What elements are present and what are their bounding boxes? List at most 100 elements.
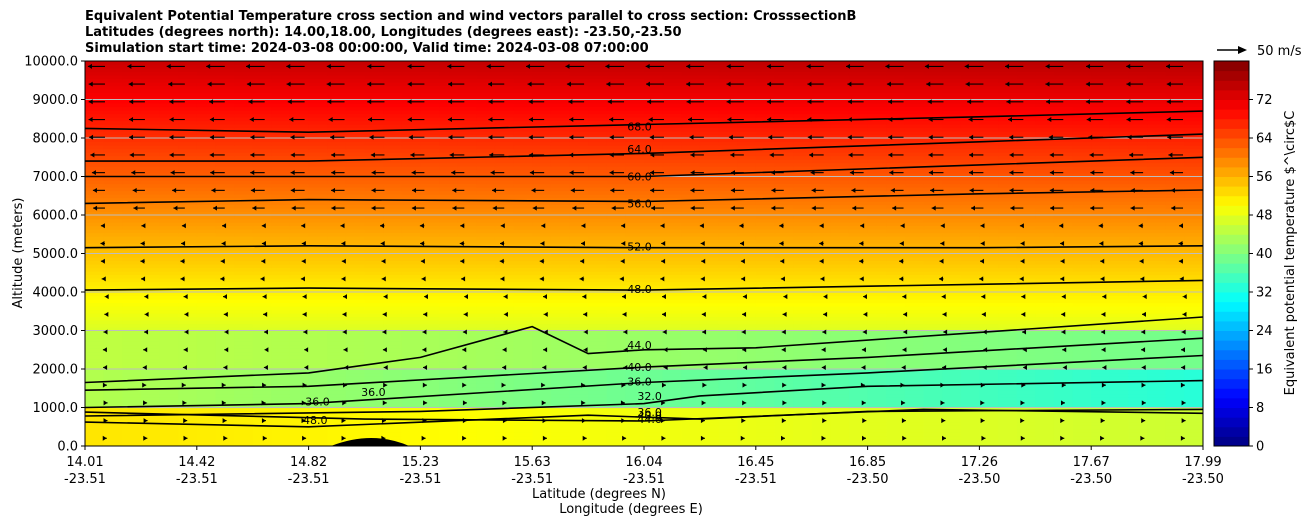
contour-cell xyxy=(215,180,235,185)
contour-cell xyxy=(960,274,980,279)
contour-cell xyxy=(1165,190,1185,195)
contour-cell xyxy=(532,190,552,195)
contour-cell xyxy=(1128,155,1148,160)
contour-cell xyxy=(457,225,477,230)
contour-cell xyxy=(848,372,869,377)
contour-cell xyxy=(289,320,310,325)
contour-cell xyxy=(122,173,142,178)
contour-cell xyxy=(271,243,291,248)
contour-cell xyxy=(979,271,999,276)
contour-cell xyxy=(1053,253,1074,258)
contour-cell xyxy=(904,386,925,391)
contour-cell xyxy=(401,439,421,444)
contour-cell xyxy=(1072,341,1092,346)
contour-cell xyxy=(234,281,254,286)
contour-cell xyxy=(644,358,664,363)
contour-cell xyxy=(681,166,701,171)
contour-cell xyxy=(737,411,757,416)
contour-cell xyxy=(886,397,906,402)
contour-cell xyxy=(1035,201,1055,206)
contour-cell xyxy=(662,264,682,269)
contour-cell xyxy=(252,183,272,188)
contour-cell xyxy=(308,260,328,265)
contour-cell xyxy=(85,292,105,297)
contour-cell xyxy=(1035,383,1055,388)
contour-cell xyxy=(699,432,720,437)
contour-cell xyxy=(662,376,682,381)
contour-cell xyxy=(1165,421,1185,426)
contour-cell xyxy=(513,355,533,360)
contour-cell xyxy=(867,334,887,339)
contour-cell xyxy=(159,243,179,248)
contour-cell xyxy=(998,421,1018,426)
contour-cell xyxy=(159,166,179,171)
contour-cell xyxy=(1109,253,1130,258)
contour-cell xyxy=(159,407,179,412)
contour-cell xyxy=(532,257,552,262)
contour-cell xyxy=(718,344,738,349)
contour-cell xyxy=(1035,204,1055,209)
contour-cell xyxy=(1128,397,1148,402)
contour-cell xyxy=(1072,442,1092,446)
contour-cell xyxy=(1165,194,1185,199)
contour-cell xyxy=(252,397,272,402)
contour-cell xyxy=(737,267,757,272)
contour-cell xyxy=(1072,155,1092,160)
contour-cell xyxy=(979,386,999,391)
contour-cell xyxy=(178,239,198,244)
contour-cell xyxy=(811,393,831,398)
contour-cell xyxy=(196,169,217,174)
contour-cell xyxy=(178,211,198,216)
contour-cell xyxy=(513,299,533,304)
contour-cell xyxy=(383,246,403,251)
contour-cell xyxy=(234,215,254,220)
contour-cell xyxy=(234,204,254,209)
contour-cell xyxy=(699,383,720,388)
contour-cell xyxy=(588,425,608,430)
contour-cell xyxy=(401,306,421,311)
contour-cell xyxy=(830,421,850,426)
contour-cell xyxy=(923,229,943,234)
contour-cell xyxy=(196,239,217,244)
contour-cell xyxy=(774,267,794,272)
contour-cell xyxy=(271,334,291,339)
contour-cell xyxy=(1091,414,1111,419)
contour-cell xyxy=(513,316,533,321)
contour-cell xyxy=(457,344,477,349)
contour-cell xyxy=(867,278,887,283)
contour-cell xyxy=(159,285,179,290)
contour-cell xyxy=(1109,393,1130,398)
contour-cell xyxy=(644,383,664,388)
contour-cell xyxy=(569,176,589,181)
contour-cell xyxy=(178,393,198,398)
contour-cell xyxy=(867,204,887,209)
contour-cell xyxy=(532,225,552,230)
contour-cell xyxy=(420,439,440,444)
contour-cell xyxy=(271,383,291,388)
contour-cell xyxy=(289,218,310,223)
contour-cell xyxy=(457,232,477,237)
contour-cell xyxy=(457,211,477,216)
contour-cell xyxy=(588,327,608,332)
contour-cell xyxy=(457,250,477,255)
contour-cell xyxy=(420,288,440,293)
contour-cell xyxy=(848,208,869,213)
contour-cell xyxy=(886,292,906,297)
contour-cell xyxy=(364,211,384,216)
contour-cell xyxy=(1184,257,1203,262)
contour-cell xyxy=(550,208,571,213)
contour-cell xyxy=(699,421,720,426)
contour-cell xyxy=(606,442,626,446)
contour-cell xyxy=(345,274,366,279)
contour-cell xyxy=(122,362,142,367)
contour-cell xyxy=(681,176,701,181)
contour-cell xyxy=(848,351,869,356)
contour-cell xyxy=(1109,327,1130,332)
contour-cell xyxy=(625,260,645,265)
contour-cell xyxy=(1035,299,1055,304)
contour-cell xyxy=(774,327,794,332)
contour-cell xyxy=(811,180,831,185)
contour-cell xyxy=(1016,341,1036,346)
contour-cell xyxy=(1035,316,1055,321)
contour-cell xyxy=(327,295,347,300)
